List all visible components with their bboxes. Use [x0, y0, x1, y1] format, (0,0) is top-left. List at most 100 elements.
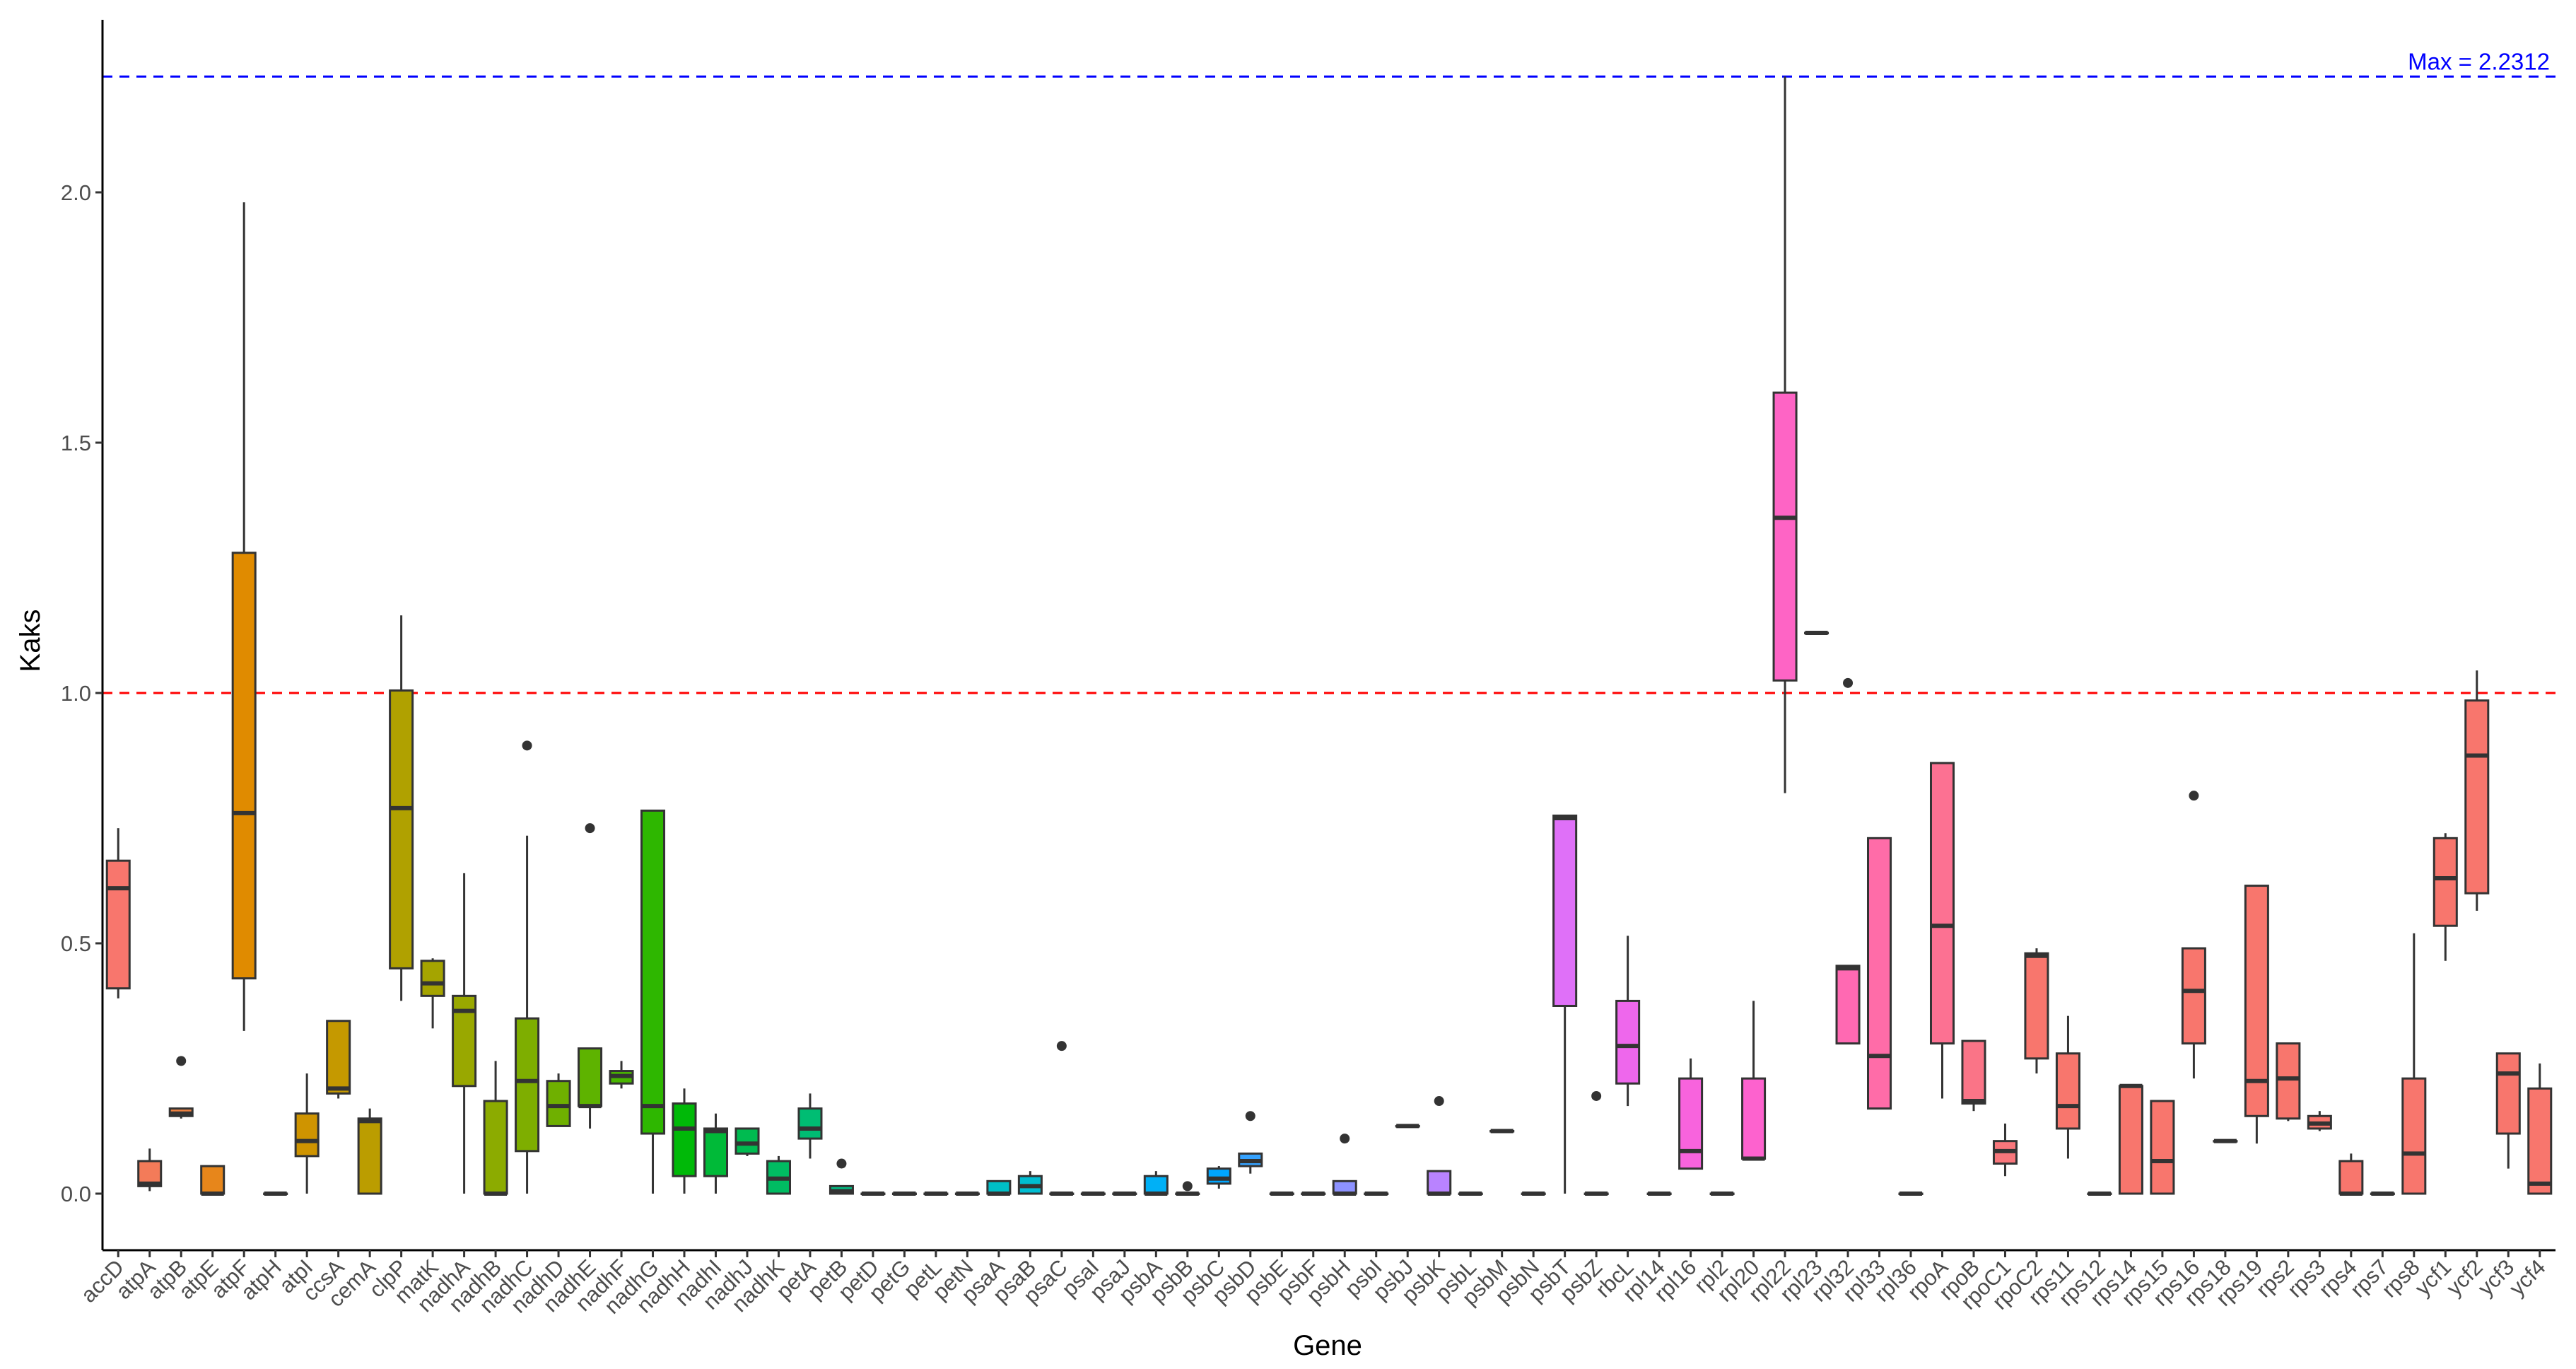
box-psaA	[986, 1179, 1012, 1196]
box-body	[1552, 814, 1578, 1007]
box-body	[2401, 1077, 2427, 1195]
box-nadhE	[578, 823, 603, 1129]
box-body	[2181, 947, 2206, 1045]
box-nadhD	[546, 1073, 571, 1127]
box-nadhK	[766, 1155, 791, 1195]
box-rps18	[2213, 1138, 2238, 1143]
box-nadhC	[515, 740, 540, 1194]
box-psbZ	[1583, 1090, 1609, 1196]
box-rps11	[2055, 1015, 2080, 1159]
y-tick-label: 0.0	[61, 1182, 91, 1206]
box-body	[1427, 1170, 1452, 1195]
box-ycf1	[2432, 833, 2458, 961]
box-rps19	[2244, 885, 2269, 1144]
outlier-point	[1245, 1111, 1255, 1122]
box-body	[1678, 1077, 1704, 1170]
box-body	[1929, 762, 1955, 1045]
box-body	[546, 1080, 571, 1127]
reference-lines: Max = 2.2312	[103, 48, 2555, 694]
box-rps14	[2118, 1083, 2143, 1195]
box-body	[1772, 391, 1798, 682]
box-psbA	[1143, 1171, 1169, 1196]
outlier-point	[1434, 1096, 1444, 1107]
box-body	[1867, 837, 1892, 1110]
outlier-point	[1843, 677, 1854, 688]
box-petB	[829, 1158, 854, 1195]
box-psbT	[1552, 814, 1578, 1194]
box-body	[2244, 885, 2269, 1117]
y-tick-label: 2.0	[61, 180, 91, 205]
box-rps3	[2307, 1111, 2332, 1131]
box-body	[326, 1020, 351, 1095]
outlier-point	[836, 1158, 847, 1169]
box-body	[2055, 1052, 2080, 1130]
y-tick-label: 0.5	[61, 931, 91, 956]
box-petA	[797, 1093, 823, 1159]
box-rpl23	[1804, 631, 1829, 636]
box-body	[1143, 1175, 1169, 1195]
box-rbcL	[1615, 936, 1641, 1107]
box-psbD	[1238, 1111, 1263, 1174]
box-body	[2276, 1042, 2301, 1120]
box-atpE	[200, 1165, 226, 1196]
box-body	[1835, 965, 1861, 1045]
box-nadhB	[483, 1061, 508, 1196]
box-body	[734, 1127, 760, 1155]
box-rpl33	[1867, 837, 1892, 1110]
box-psbK	[1427, 1096, 1452, 1196]
box-body	[515, 1017, 540, 1153]
outlier-point	[2189, 791, 2199, 801]
box-rps2	[2276, 1042, 2301, 1122]
box-body	[2118, 1085, 2143, 1195]
box-ycf4	[2527, 1063, 2553, 1195]
box-body	[200, 1165, 226, 1195]
outlier-point	[1591, 1090, 1602, 1101]
box-nadhG	[640, 809, 666, 1194]
box-nadhA	[452, 873, 477, 1194]
box-rpl22	[1772, 76, 1798, 793]
box-rpoC1	[1992, 1123, 2018, 1177]
box-body	[578, 1047, 603, 1107]
box-accD	[105, 828, 131, 998]
box-psbB	[1175, 1181, 1200, 1196]
box-body	[1206, 1167, 1231, 1185]
box-body	[420, 960, 445, 997]
x-axis-title: Gene	[1293, 1330, 1362, 1361]
box-body	[483, 1100, 508, 1195]
box-rps15	[2150, 1100, 2175, 1195]
box-cemA	[357, 1108, 382, 1195]
box-psaB	[1017, 1171, 1043, 1195]
box-body	[389, 689, 414, 969]
box-body	[1741, 1077, 1767, 1160]
box-atpA	[137, 1148, 163, 1192]
box-rpl16	[1678, 1058, 1704, 1170]
y-tick-label: 1.5	[61, 431, 91, 455]
box-body	[2495, 1052, 2521, 1135]
outlier-point	[585, 823, 595, 834]
box-body	[2150, 1100, 2175, 1195]
box-body	[2338, 1160, 2364, 1195]
box-rpoB	[1961, 1039, 1986, 1112]
box-psbM	[1489, 1129, 1515, 1134]
box-rps8	[2401, 933, 2427, 1195]
box-clpP	[389, 615, 414, 1001]
box-rpl32	[1835, 677, 1861, 1045]
box-body	[2464, 699, 2490, 895]
box-psbH	[1332, 1134, 1357, 1196]
box-body	[1615, 999, 1641, 1085]
outlier-point	[176, 1056, 187, 1066]
box-body	[672, 1102, 697, 1177]
box-body	[2432, 837, 2458, 927]
box-atpF	[231, 202, 257, 1031]
outlier-point	[1056, 1041, 1067, 1051]
box-body	[1961, 1039, 1986, 1105]
box-series	[105, 76, 2553, 1196]
box-body	[294, 1112, 320, 1158]
box-rpoC2	[2024, 948, 2049, 1074]
box-nadhJ	[734, 1127, 760, 1156]
box-nadhH	[672, 1088, 697, 1194]
box-psaC	[1049, 1041, 1075, 1196]
y-tick-label: 1.0	[61, 681, 91, 706]
box-nadhI	[703, 1113, 729, 1194]
